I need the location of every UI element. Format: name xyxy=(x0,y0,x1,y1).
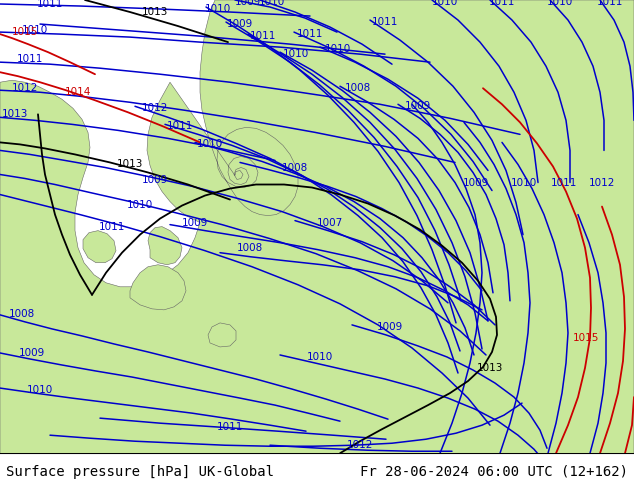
Text: 1015: 1015 xyxy=(12,27,38,37)
Text: 1015: 1015 xyxy=(573,333,599,343)
Text: 1011: 1011 xyxy=(17,54,43,64)
Text: 1010: 1010 xyxy=(197,139,223,149)
Polygon shape xyxy=(148,226,182,265)
Text: 1009: 1009 xyxy=(19,348,45,358)
Text: 1012: 1012 xyxy=(142,103,168,113)
Text: 1011: 1011 xyxy=(597,0,623,7)
Text: 1008: 1008 xyxy=(237,243,263,253)
Text: 1010: 1010 xyxy=(283,49,309,59)
Text: 1012: 1012 xyxy=(589,177,615,188)
Text: Fr 28-06-2024 06:00 UTC (12+162): Fr 28-06-2024 06:00 UTC (12+162) xyxy=(359,465,628,479)
Text: 1010: 1010 xyxy=(511,177,537,188)
Text: 1010: 1010 xyxy=(27,385,53,395)
Text: 1008: 1008 xyxy=(345,83,371,93)
Text: 1007: 1007 xyxy=(317,218,343,228)
Text: 1011: 1011 xyxy=(99,221,125,232)
Text: 1014: 1014 xyxy=(65,87,91,97)
Text: 1011: 1011 xyxy=(489,0,515,7)
Polygon shape xyxy=(83,231,116,263)
Text: 1009: 1009 xyxy=(182,218,208,228)
Text: 1012: 1012 xyxy=(12,83,38,93)
Text: 1011: 1011 xyxy=(551,177,577,188)
Text: 1010: 1010 xyxy=(547,0,573,7)
Text: 1011: 1011 xyxy=(372,17,398,27)
Text: 1009: 1009 xyxy=(235,0,261,7)
Text: 1011: 1011 xyxy=(250,31,276,41)
Text: 1009: 1009 xyxy=(227,19,253,29)
Text: 1010: 1010 xyxy=(325,44,351,54)
Polygon shape xyxy=(208,323,236,347)
Text: 1013: 1013 xyxy=(117,159,143,170)
Text: 1011: 1011 xyxy=(167,122,193,131)
Text: Surface pressure [hPa] UK-Global: Surface pressure [hPa] UK-Global xyxy=(6,465,275,479)
Text: 1012: 1012 xyxy=(347,440,373,450)
Text: 1011: 1011 xyxy=(37,0,63,9)
Text: 1009: 1009 xyxy=(463,177,489,188)
Text: 1010: 1010 xyxy=(22,25,48,35)
Text: 1010: 1010 xyxy=(259,0,285,7)
Text: 1011: 1011 xyxy=(217,422,243,432)
Text: 1010: 1010 xyxy=(432,0,458,7)
Polygon shape xyxy=(130,265,186,310)
Text: 1013: 1013 xyxy=(142,7,168,17)
Text: 1010: 1010 xyxy=(205,4,231,14)
Text: 1011: 1011 xyxy=(297,29,323,39)
Text: 1008: 1008 xyxy=(9,309,35,319)
Text: 1013: 1013 xyxy=(2,109,28,120)
Text: 1009: 1009 xyxy=(405,101,431,111)
Text: 1008: 1008 xyxy=(282,164,308,173)
Text: 1009: 1009 xyxy=(377,322,403,332)
Text: 1010: 1010 xyxy=(127,199,153,210)
Text: 1009: 1009 xyxy=(142,175,168,186)
Text: 1013: 1013 xyxy=(477,363,503,373)
Text: 1010: 1010 xyxy=(307,352,333,362)
Polygon shape xyxy=(0,0,634,453)
